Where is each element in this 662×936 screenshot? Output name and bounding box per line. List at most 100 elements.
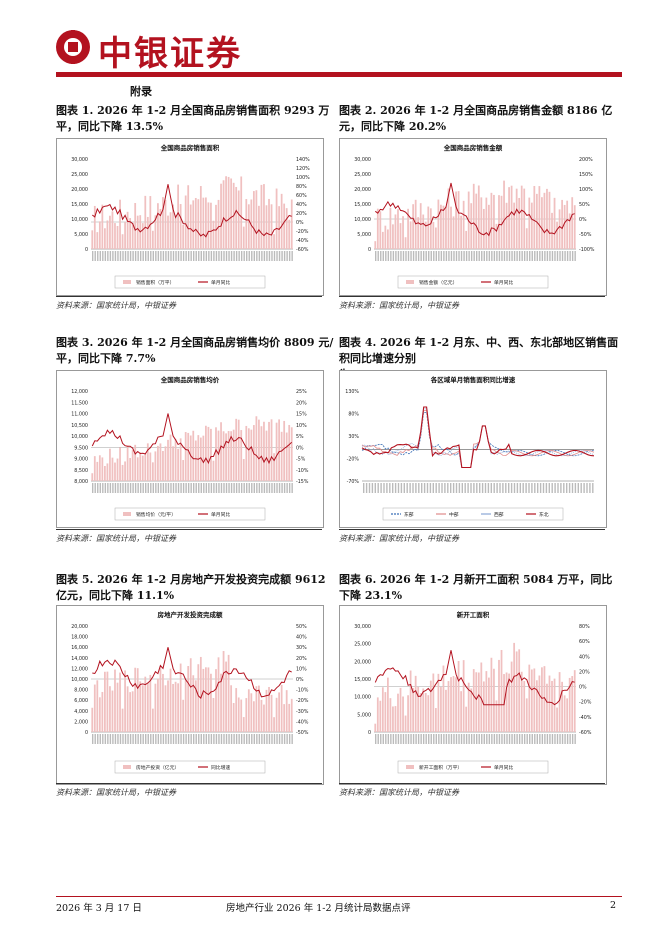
bar	[154, 451, 157, 481]
bar	[568, 677, 571, 732]
bar	[500, 649, 503, 732]
left-tick-label: 15,000	[71, 202, 88, 208]
right-tick-label: 5%	[296, 434, 304, 440]
bar	[131, 691, 134, 732]
bar	[93, 684, 96, 732]
bar	[222, 651, 225, 732]
bar	[495, 700, 498, 732]
bar	[121, 234, 124, 249]
bar	[202, 435, 205, 481]
bar	[184, 680, 187, 732]
bar	[525, 698, 528, 732]
bar	[162, 197, 164, 249]
bar	[179, 438, 182, 481]
right-tick-label: -20%	[579, 700, 592, 706]
figure-source-5: 资料来源：国家统计局，中银证券	[56, 788, 176, 797]
left-tick-label: 5,000	[357, 712, 371, 718]
bar	[407, 695, 409, 732]
yoy-series-line	[374, 650, 575, 706]
left-tick-label: 0	[368, 247, 371, 253]
bar	[409, 221, 412, 249]
bar	[268, 198, 270, 249]
right-tick-label: -60%	[296, 247, 309, 253]
bar	[528, 197, 531, 249]
legend-entry: 销售面积（万平）	[136, 279, 174, 286]
left-tick-label: 10,000	[354, 217, 371, 223]
bar	[114, 669, 116, 732]
bar	[121, 464, 124, 481]
bar	[465, 706, 468, 732]
bar	[159, 667, 162, 732]
bar	[505, 672, 508, 732]
bar	[179, 204, 182, 249]
bar	[252, 701, 255, 732]
bar	[197, 664, 200, 732]
right-tick-label: 80%	[348, 412, 359, 418]
bar	[182, 224, 185, 249]
bar	[480, 662, 483, 732]
bar	[472, 669, 475, 732]
left-tick-label: 14,000	[71, 656, 88, 662]
bar	[174, 439, 177, 481]
bar	[290, 427, 293, 481]
bar	[144, 453, 147, 481]
bar	[205, 425, 207, 481]
legend-entry: 单月同比	[211, 279, 230, 286]
bar	[129, 458, 132, 481]
bar	[533, 185, 536, 249]
right-tick-label: 130%	[345, 389, 359, 395]
bar	[96, 461, 99, 481]
bar	[384, 225, 387, 249]
bar	[452, 676, 455, 732]
right-tick-label: -40%	[579, 715, 592, 721]
bar	[106, 671, 109, 732]
bar	[447, 681, 450, 732]
bar	[205, 197, 207, 249]
bar	[96, 232, 99, 249]
left-tick-label: 18,000	[71, 635, 88, 641]
left-tick-label: 30,000	[354, 624, 371, 630]
bar	[215, 427, 217, 481]
bar	[149, 452, 152, 481]
bar	[212, 220, 215, 249]
bar	[442, 665, 445, 732]
chart-title: 全国商品房销售金额	[443, 143, 503, 152]
bar	[101, 691, 104, 732]
yoy-series-line	[91, 413, 293, 465]
bar	[189, 435, 192, 481]
bar	[124, 461, 126, 481]
bar	[106, 220, 109, 249]
bar	[495, 223, 498, 249]
chart-6: 新开工面积 30,000 25,000 20,000 15,000 10,000 5,000…	[339, 605, 607, 785]
chart-legend	[114, 507, 266, 521]
right-tick-label: 30%	[348, 434, 359, 440]
left-tick-label: 15,000	[354, 677, 371, 683]
right-tick-label: 20%	[579, 669, 590, 675]
right-tick-label: -15%	[296, 479, 309, 485]
bar	[490, 657, 493, 732]
bar	[467, 682, 470, 732]
bar	[424, 221, 427, 249]
bar	[217, 657, 220, 732]
bar	[275, 422, 278, 481]
bar	[207, 202, 210, 249]
bar	[235, 186, 238, 249]
bar	[268, 421, 270, 481]
chart-legend	[114, 275, 266, 289]
right-tick-label: 20%	[296, 656, 307, 662]
bar	[159, 443, 162, 481]
bar	[566, 698, 569, 732]
bar	[237, 419, 240, 481]
right-tick-label: 0%	[296, 677, 304, 683]
bar	[124, 670, 126, 732]
bar	[169, 212, 172, 249]
right-tick-label: 40%	[296, 202, 307, 208]
bar	[508, 673, 510, 732]
bar	[399, 687, 402, 732]
bar	[280, 684, 283, 732]
bar	[141, 223, 144, 249]
figure-source-4: 资料来源：国家统计局，中银证券	[339, 534, 459, 543]
yoy-series-line	[92, 647, 292, 699]
bar	[508, 187, 510, 249]
bar	[189, 658, 192, 732]
